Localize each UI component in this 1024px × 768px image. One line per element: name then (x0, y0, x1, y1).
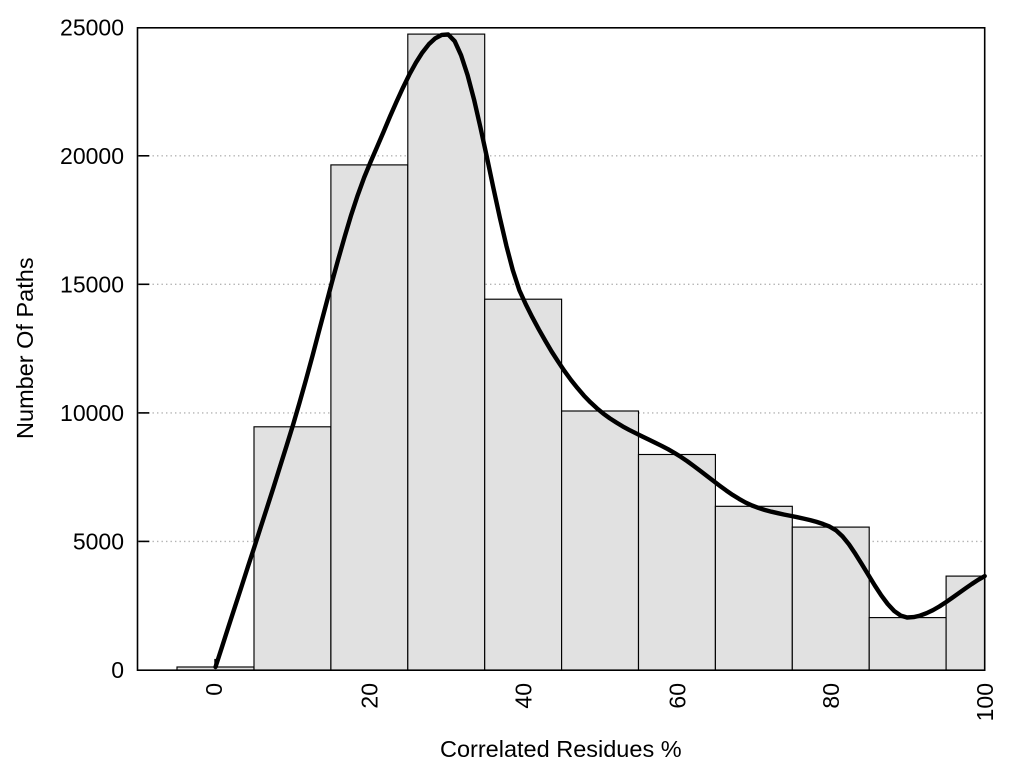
svg-text:20: 20 (357, 683, 383, 709)
svg-text:Correlated Residues %: Correlated Residues % (440, 736, 682, 762)
svg-text:100: 100 (972, 683, 998, 721)
svg-text:80: 80 (818, 683, 844, 709)
svg-text:60: 60 (664, 683, 690, 709)
svg-text:25000: 25000 (60, 15, 124, 41)
svg-text:0: 0 (111, 657, 124, 683)
svg-text:20000: 20000 (60, 143, 124, 169)
svg-text:10000: 10000 (60, 400, 124, 426)
svg-text:Number Of Paths: Number Of Paths (12, 257, 38, 439)
svg-text:15000: 15000 (60, 271, 124, 297)
svg-text:0: 0 (201, 683, 227, 696)
svg-text:5000: 5000 (73, 529, 124, 555)
svg-text:40: 40 (511, 683, 537, 709)
